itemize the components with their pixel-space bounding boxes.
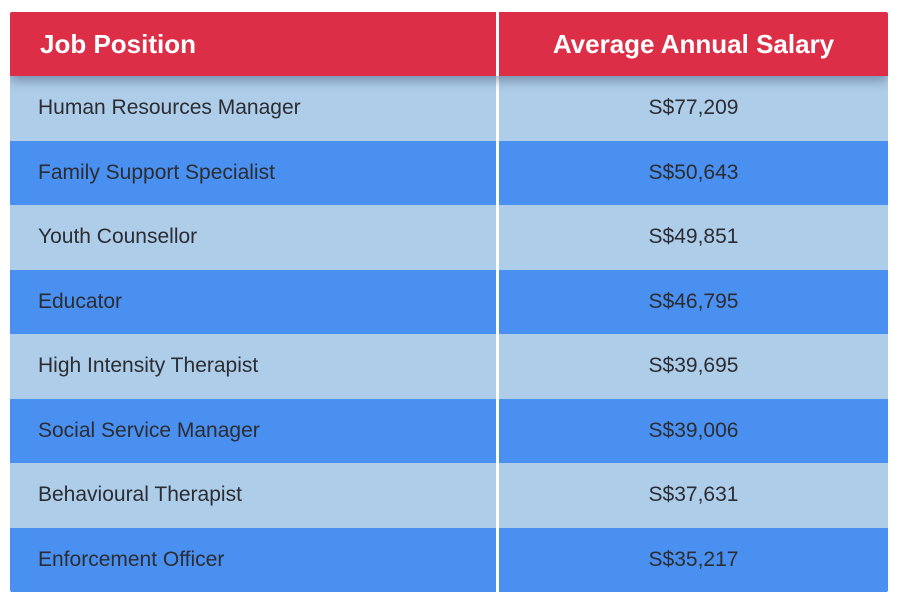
salary-cell: S$39,695 (496, 334, 888, 399)
table-row: Youth Counsellor S$49,851 (10, 205, 888, 270)
table-header-row: Job Position Average Annual Salary (10, 12, 888, 76)
table-row: Social Service Manager S$39,006 (10, 398, 888, 463)
table-row: Behavioural Therapist S$37,631 (10, 463, 888, 528)
salary-cell: S$39,006 (496, 398, 888, 463)
table-row: High Intensity Therapist S$39,695 (10, 334, 888, 399)
job-position-cell: Behavioural Therapist (38, 483, 242, 507)
job-position-cell: Human Resources Manager (38, 96, 301, 120)
job-position-cell: Enforcement Officer (38, 547, 225, 571)
salary-cell: S$49,851 (496, 205, 888, 270)
job-position-cell: High Intensity Therapist (38, 354, 259, 378)
salary-table: Job Position Average Annual Salary Human… (10, 12, 888, 592)
table-row: Human Resources Manager S$77,209 (10, 76, 888, 141)
table-row: Family Support Specialist S$50,643 (10, 140, 888, 205)
job-position-cell: Social Service Manager (38, 418, 260, 442)
header-average-annual-salary: Average Annual Salary (496, 12, 888, 76)
salary-cell: S$35,217 (496, 527, 888, 592)
table-row: Enforcement Officer S$35,217 (10, 527, 888, 592)
job-position-cell: Youth Counsellor (38, 225, 198, 249)
job-position-cell: Family Support Specialist (38, 160, 275, 184)
salary-cell: S$77,209 (496, 76, 888, 141)
header-job-position: Job Position (40, 28, 196, 59)
salary-cell: S$37,631 (496, 463, 888, 528)
salary-cell: S$46,795 (496, 269, 888, 334)
job-position-cell: Educator (38, 289, 123, 313)
salary-cell: S$50,643 (496, 140, 888, 205)
table-row: Educator S$46,795 (10, 269, 888, 334)
